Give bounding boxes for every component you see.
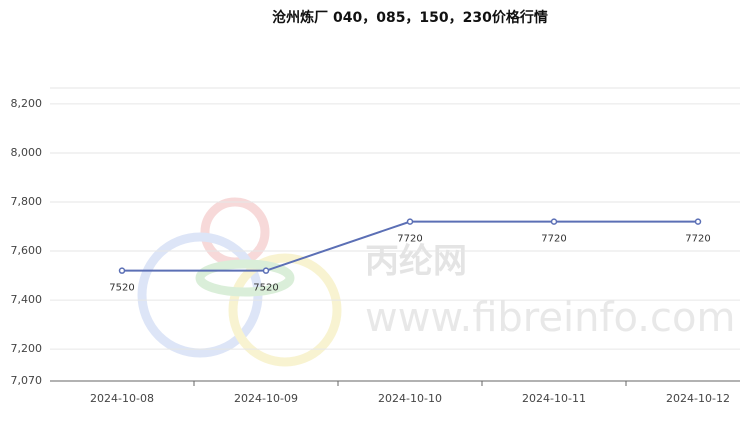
point bbox=[118, 267, 126, 274]
y-tick-label: 8,000 bbox=[11, 146, 43, 159]
y-tick-label: 7,800 bbox=[11, 195, 43, 208]
x-tick-label: 2024-10-10 bbox=[378, 392, 442, 405]
x-tick-label: 2024-10-11 bbox=[522, 392, 586, 405]
point bbox=[262, 267, 270, 274]
x-tick-label: 2024-10-12 bbox=[666, 392, 730, 405]
chart-title: 沧州炼厂 040，085，150，230价格行情 bbox=[272, 9, 548, 26]
y-tick-label: 8,200 bbox=[11, 97, 43, 110]
x-tick-label: 2024-10-08 bbox=[90, 392, 154, 405]
data-label: 7720 bbox=[541, 234, 566, 245]
data-label: 7720 bbox=[685, 234, 710, 245]
point bbox=[550, 218, 558, 225]
y-tick-label: 7,070 bbox=[11, 374, 43, 387]
point bbox=[406, 218, 414, 225]
y-tick-label: 7,200 bbox=[11, 342, 43, 355]
data-label: 7520 bbox=[109, 283, 134, 294]
data-label: 7520 bbox=[253, 283, 278, 294]
watermark: www.fibreinfo.com bbox=[365, 295, 735, 341]
watermark: 丙纶网 bbox=[365, 242, 467, 282]
point bbox=[694, 218, 702, 225]
y-tick-label: 7,600 bbox=[11, 244, 43, 257]
y-tick-label: 7,400 bbox=[11, 293, 43, 306]
watermark-logo bbox=[137, 197, 342, 367]
data-label: 7720 bbox=[397, 234, 422, 245]
x-tick-label: 2024-10-09 bbox=[234, 392, 298, 405]
